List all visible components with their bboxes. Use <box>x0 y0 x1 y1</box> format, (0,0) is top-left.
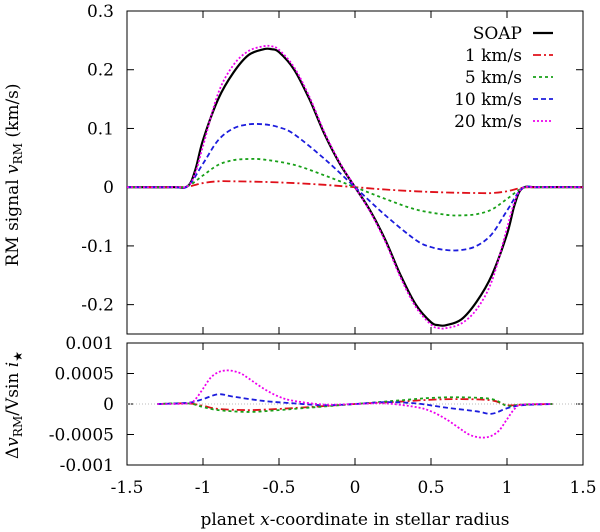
x-tick-label: 0 <box>350 478 361 498</box>
y-tick-label: 0.3 <box>87 2 114 22</box>
x-tick-label: -0.5 <box>263 478 296 498</box>
bottom-y-axis-label-mid: /Vsin <box>3 367 23 416</box>
top-y-axis-label-sub: RM <box>11 143 25 164</box>
top-series <box>127 44 583 330</box>
bottom-y-axis-label-var: v <box>3 437 23 447</box>
top-y-axis-label-unit: (km/s) <box>3 83 23 143</box>
x-tick-label: -1.5 <box>111 478 144 498</box>
legend-label-10-km-s: 10 km/s <box>454 90 522 110</box>
x-tick-label: 1 <box>502 478 513 498</box>
series-10-km-s-line <box>127 123 583 252</box>
legend-label-20-km-s: 20 km/s <box>454 112 522 132</box>
y-tick-label: 0.001 <box>65 334 114 354</box>
series-10-km-s-line <box>157 393 553 415</box>
x-tick-label: 0.5 <box>417 478 444 498</box>
y-tick-label: -0.0005 <box>49 426 114 446</box>
x-axis-label: planet x-coordinate in stellar radius <box>200 510 509 530</box>
y-tick-label: -0.2 <box>81 296 114 316</box>
legend-label-5-km-s: 5 km/s <box>465 68 522 88</box>
bottom-y-axis-label-sub2: ★ <box>11 351 25 362</box>
top-y-axis-label-var: v <box>3 164 23 174</box>
legend-label-1-km-s: 1 km/s <box>465 46 522 66</box>
y-tick-label: 0 <box>103 395 114 415</box>
series-20-km-s-line <box>127 44 583 330</box>
x-axis-label-pre: planet <box>200 510 260 530</box>
bottom-y-axis-label-var2: i <box>3 362 23 367</box>
top-y-axis-label-main: RM signal <box>3 174 23 267</box>
top-y-axis-label: RM signal vRM (km/s) <box>3 83 25 266</box>
y-tick-label: 0.2 <box>87 61 114 81</box>
bottom-y-axis-label: ΔvRM/Vsin i★ <box>3 351 25 459</box>
x-tick-label: 1.5 <box>569 478 596 498</box>
x-axis-label-var: x <box>260 510 270 530</box>
y-tick-label: -0.1 <box>81 237 114 257</box>
y-tick-label: 0 <box>103 178 114 198</box>
bottom-ticks: 0.001 0.0005 0 -0.0005 -0.001-1.5 -1 -0.5 0 0.5 1… <box>49 334 597 498</box>
bottom-series <box>157 369 553 439</box>
bottom-y-axis-label-sub: RM <box>11 416 25 437</box>
y-tick-label: -0.001 <box>60 456 114 476</box>
bottom-y-axis-label-delta: Δ <box>3 447 23 459</box>
x-tick-label: -1 <box>195 478 212 498</box>
y-tick-label: 0.0005 <box>55 365 114 385</box>
series-5-km-s-line <box>127 157 583 217</box>
series-20-km-s-line <box>157 369 553 439</box>
y-tick-label: 0.1 <box>87 119 114 139</box>
legend-label-soap: SOAP <box>473 24 522 44</box>
bottom-panel: 0.001 0.0005 0 -0.0005 -0.001-1.5 -1 -0.5 0 0.5 1… <box>3 334 597 530</box>
x-axis-label-post: -coordinate in stellar radius <box>270 510 510 530</box>
